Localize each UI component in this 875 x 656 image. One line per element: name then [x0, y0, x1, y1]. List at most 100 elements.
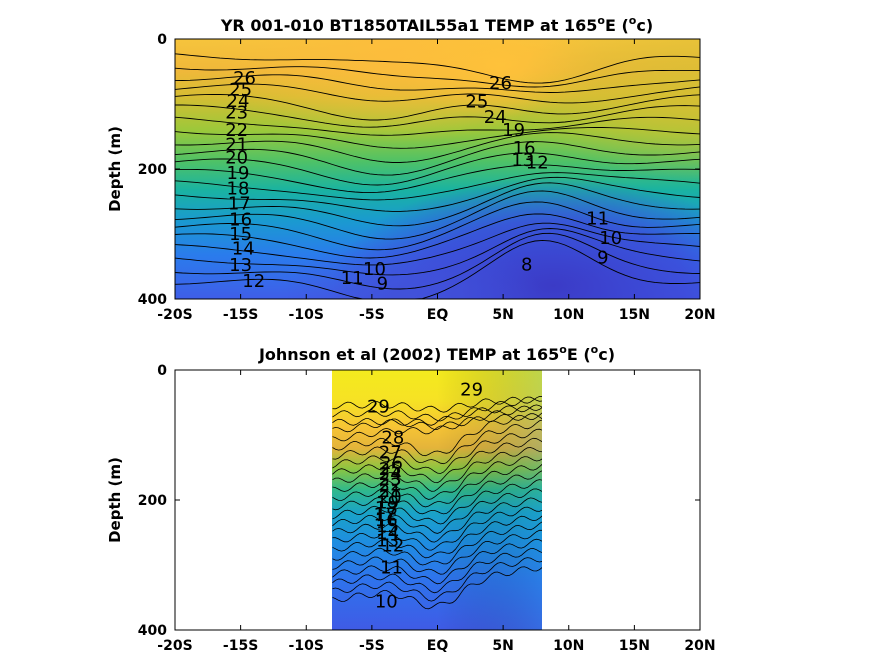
isotherm-line	[175, 164, 700, 194]
contour-label: 15	[229, 224, 252, 245]
isotherm-line	[332, 428, 542, 474]
x-tick-label: 15N	[619, 307, 650, 323]
panel-2-field	[332, 370, 542, 630]
x-tick-label: 20N	[684, 638, 715, 654]
y-tick-label: 200	[138, 493, 167, 509]
isotherm-line	[175, 239, 700, 299]
y-tick-label: 200	[138, 162, 167, 178]
panel-1: YR 001-010 BT1850TAIL55a1 TEMP at 165oE …	[106, 14, 716, 323]
contour-label: 25	[379, 459, 402, 480]
contour-label: 16	[375, 510, 398, 531]
isotherm-line	[332, 529, 542, 575]
isotherm-line	[175, 94, 700, 121]
contour-label: 18	[375, 498, 398, 519]
isotherm-line	[332, 479, 542, 525]
isotherm-line	[332, 506, 542, 551]
contour-label: 22	[379, 474, 402, 495]
contour-label: 10	[375, 591, 398, 612]
isotherm-line	[332, 437, 542, 484]
contour-label: 25	[465, 91, 488, 112]
y-tick-label: 400	[138, 292, 167, 308]
panel-2-title: Johnson et al (2002) TEMP at 165oE (oc)	[258, 343, 615, 364]
x-tick-label: EQ	[427, 307, 449, 323]
x-tick-label: 10N	[553, 307, 584, 323]
contour-label: 19	[376, 493, 399, 514]
isotherm-line	[175, 228, 700, 276]
isotherm-line	[175, 152, 700, 186]
isotherm-line	[175, 213, 700, 259]
contour-label: 26	[233, 68, 256, 89]
x-tick-label: 5N	[492, 638, 513, 654]
contour-label: 13	[229, 255, 252, 276]
contour-label: 24	[484, 107, 507, 128]
contour-label: 17	[228, 193, 251, 214]
isotherm-line	[332, 404, 542, 422]
isotherm-line	[332, 456, 542, 500]
contour-label: 26	[489, 73, 512, 94]
isotherm-line	[175, 201, 700, 251]
contour-label: 12	[381, 536, 404, 557]
contour-label: 20	[379, 487, 402, 508]
y-tick-label: 0	[157, 32, 167, 48]
contour-label: 25	[229, 80, 252, 101]
contour-label: 11	[341, 268, 364, 289]
y-tick-label: 400	[138, 623, 167, 639]
panel-2-contour-lines	[332, 395, 542, 610]
contour-label: 11	[586, 208, 609, 229]
panel-1-x-axis: -20S -15S -10S -5S EQ 5N 10N 15N 20N	[157, 39, 716, 323]
isotherm-line	[332, 463, 542, 508]
contour-label: 26	[380, 453, 403, 474]
contour-label: 13	[376, 530, 399, 551]
isotherm-line	[332, 405, 542, 442]
isotherm-line	[332, 521, 542, 566]
contour-label: 8	[521, 255, 532, 276]
contour-label: 21	[379, 481, 402, 502]
isotherm-line	[175, 172, 700, 201]
isotherm-line	[175, 141, 700, 176]
contour-label: 21	[225, 134, 248, 155]
x-tick-label: -10S	[289, 638, 324, 654]
contour-label: 29	[367, 396, 390, 417]
isotherm-line	[175, 116, 700, 136]
isotherm-line	[175, 66, 700, 88]
panel-1-y-label: Depth (m)	[106, 126, 124, 212]
isotherm-line	[175, 176, 700, 212]
contour-label: 20	[225, 147, 248, 168]
isotherm-line	[175, 53, 700, 84]
contour-label: 23	[379, 469, 402, 490]
isotherm-line	[332, 470, 542, 515]
x-tick-label: -5S	[359, 307, 385, 323]
panel-1-field	[175, 39, 700, 299]
x-tick-label: -15S	[223, 638, 258, 654]
contour-label: 27	[379, 443, 402, 464]
contour-label: 15	[376, 516, 399, 537]
x-tick-label: 20N	[684, 307, 715, 323]
contour-label: 19	[502, 120, 525, 141]
isotherm-line	[332, 566, 542, 610]
contour-label: 14	[232, 238, 255, 259]
contour-label: 10	[363, 259, 386, 280]
contour-label: 9	[377, 273, 388, 294]
contour-label: 19	[227, 163, 250, 184]
contour-label: 12	[526, 153, 549, 174]
contour-label: 9	[597, 247, 608, 268]
isotherm-line	[175, 74, 700, 93]
x-tick-label: 10N	[553, 638, 584, 654]
y-tick-label: 0	[157, 363, 167, 379]
panel-2-x-axis: -20S -15S -10S -5S EQ 5N 10N 15N 20N	[157, 370, 716, 654]
contour-label: 16	[513, 138, 536, 159]
isotherm-line	[332, 447, 542, 492]
isotherm-line	[332, 538, 542, 585]
isotherm-line	[175, 83, 700, 104]
panel-2-contour-labels: 29 29 282726252423222120191817161514131211…	[367, 380, 483, 613]
contour-label: 28	[381, 428, 404, 449]
contour-label: 12	[242, 271, 265, 292]
contour-label: 23	[225, 102, 248, 123]
isotherm-line	[175, 127, 700, 149]
isotherm-line	[332, 419, 542, 465]
x-tick-label: 5N	[492, 307, 513, 323]
x-tick-label: -15S	[223, 307, 258, 323]
contour-label: 24	[227, 91, 250, 112]
